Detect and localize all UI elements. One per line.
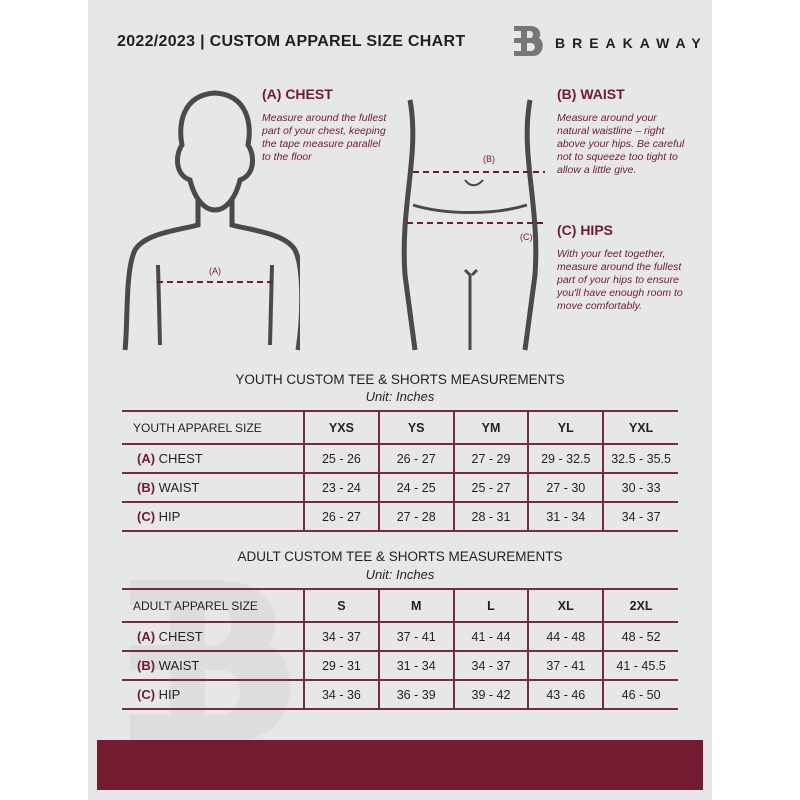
- table-cell: 41 - 45.5: [602, 650, 678, 681]
- size-header: YXL: [602, 410, 678, 445]
- table-cell: 48 - 52: [602, 621, 678, 652]
- table-cell: 29 - 32.5: [527, 443, 604, 474]
- table-cell: 27 - 30: [527, 472, 604, 503]
- size-header: 2XL: [602, 588, 678, 623]
- footer-bar: [97, 740, 703, 790]
- lower-body-illustration: [401, 99, 545, 351]
- row-code: (C): [137, 509, 156, 524]
- table-row: (C) HIP 34 - 36 36 - 39 39 - 42 43 - 46 46 - …: [122, 679, 678, 710]
- table-header-row: ADULT APPAREL SIZE S M L XL 2XL: [122, 588, 678, 623]
- youth-table-unit: Unit: Inches: [365, 389, 435, 404]
- brand-name: BREAKAWAY: [555, 35, 708, 51]
- table-cell: 28 - 31: [452, 501, 529, 532]
- youth-table-title: YOUTH CUSTOM TEE & SHORTS MEASUREMENTS: [235, 372, 565, 387]
- table-header-row: YOUTH APPAREL SIZE YXS YS YM YL YXL: [122, 410, 678, 445]
- size-header: M: [377, 588, 454, 623]
- waist-title: (B) WAIST: [557, 86, 625, 102]
- table-cell: 36 - 39: [377, 679, 454, 710]
- adult-table-title: ADULT CUSTOM TEE & SHORTS MEASUREMENTS: [237, 549, 563, 564]
- row-label: HIP: [158, 509, 181, 524]
- brand-logo-icon: [514, 26, 543, 56]
- table-cell: 31 - 34: [527, 501, 604, 532]
- size-label: YOUTH APPAREL SIZE: [122, 410, 304, 445]
- size-header: L: [452, 588, 529, 623]
- table-cell: 31 - 34: [377, 650, 454, 681]
- row-code: (A): [137, 629, 156, 644]
- table-cell: 34 - 37: [602, 501, 678, 532]
- size-header: YXS: [303, 410, 379, 445]
- table-cell: 37 - 41: [377, 621, 454, 652]
- upper-body-illustration: [122, 90, 300, 351]
- table-cell: 43 - 46: [527, 679, 604, 710]
- table-cell: 24 - 25: [377, 472, 454, 503]
- table-cell: 27 - 29: [452, 443, 529, 474]
- table-cell: 34 - 37: [303, 621, 379, 652]
- size-header: XL: [527, 588, 604, 623]
- row-code: (C): [137, 687, 156, 702]
- hips-title: (C) HIPS: [557, 222, 613, 238]
- chest-description: Measure around the fullest part of your …: [262, 112, 387, 163]
- waist-description: Measure around your natural waistline – …: [557, 112, 685, 176]
- table-cell: 37 - 41: [527, 650, 604, 681]
- table-cell: 26 - 27: [377, 443, 454, 474]
- table-cell: 29 - 31: [303, 650, 379, 681]
- hips-description: With your feet together, measure around …: [557, 248, 683, 312]
- table-row: (A) CHEST 25 - 26 26 - 27 27 - 29 29 - 32.5 3…: [122, 443, 678, 474]
- row-code: (A): [137, 451, 156, 466]
- table-cell: 34 - 36: [303, 679, 379, 710]
- table-cell: 34 - 37: [452, 650, 529, 681]
- adult-size-table: ADULT APPAREL SIZE S M L XL 2XL (A) CHES…: [122, 588, 678, 710]
- page-title: 2022/2023 | CUSTOM APPAREL SIZE CHART: [117, 33, 466, 50]
- row-label: WAIST: [158, 480, 200, 495]
- size-header: YS: [377, 410, 454, 445]
- hips-marker: (C): [520, 232, 533, 242]
- waist-marker: (B): [483, 154, 495, 164]
- table-cell: 44 - 48: [527, 621, 604, 652]
- size-label: ADULT APPAREL SIZE: [122, 588, 304, 623]
- table-cell: 41 - 44: [452, 621, 529, 652]
- table-cell: 39 - 42: [452, 679, 529, 710]
- table-row: (B) WAIST 23 - 24 24 - 25 25 - 27 27 - 30 30 …: [122, 472, 678, 503]
- row-label: CHEST: [158, 451, 203, 466]
- table-cell: 46 - 50: [602, 679, 678, 710]
- size-header: YM: [452, 410, 529, 445]
- table-row: (A) CHEST 34 - 37 37 - 41 41 - 44 44 - 48 48 …: [122, 621, 678, 652]
- row-code: (B): [137, 480, 156, 495]
- size-header: S: [303, 588, 379, 623]
- table-cell: 26 - 27: [303, 501, 379, 532]
- table-row: (B) WAIST 29 - 31 31 - 34 34 - 37 37 - 41 41 …: [122, 650, 678, 681]
- chest-title: (A) CHEST: [262, 86, 333, 102]
- row-label: WAIST: [158, 658, 200, 673]
- table-cell: 25 - 27: [452, 472, 529, 503]
- table-cell: 27 - 28: [377, 501, 454, 532]
- chest-marker: (A): [209, 266, 221, 276]
- table-row: (C) HIP 26 - 27 27 - 28 28 - 31 31 - 34 34 - …: [122, 501, 678, 532]
- size-header: YL: [527, 410, 604, 445]
- table-cell: 23 - 24: [303, 472, 379, 503]
- row-label: HIP: [158, 687, 181, 702]
- table-cell: 25 - 26: [303, 443, 379, 474]
- table-cell: 30 - 33: [602, 472, 678, 503]
- table-cell: 32.5 - 35.5: [602, 443, 678, 474]
- row-code: (B): [137, 658, 156, 673]
- youth-size-table: YOUTH APPAREL SIZE YXS YS YM YL YXL (A) …: [122, 410, 678, 532]
- adult-table-unit: Unit: Inches: [365, 567, 435, 582]
- row-label: CHEST: [158, 629, 203, 644]
